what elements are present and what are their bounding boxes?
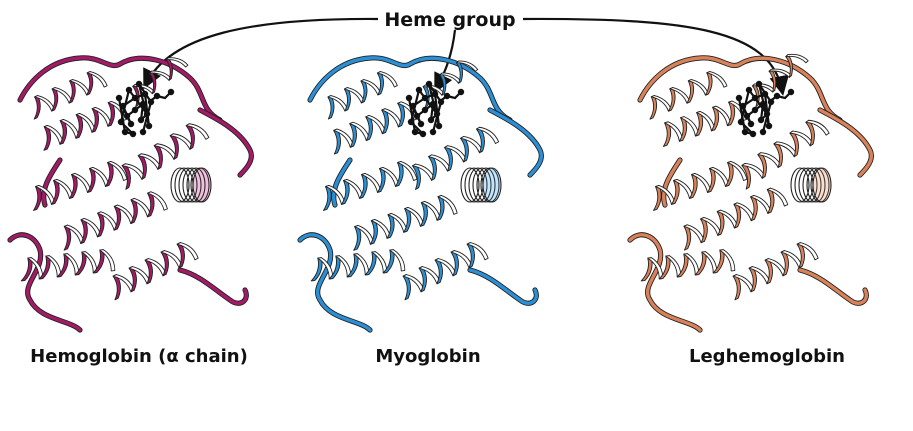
myoglobin-helix-f [310,249,406,282]
hemoglobin-helix-e [63,191,168,251]
heme-group-label: Heme group [384,9,515,31]
leghemoglobin-helix-endon [790,167,832,203]
leghemoglobin-helix-a [649,71,728,120]
hemoglobin-structure [7,55,254,333]
leghemoglobin-helix-d [653,160,748,211]
myoglobin-helix-endon [460,167,502,203]
leghemoglobin-helix-c [741,119,830,190]
myoglobin-loop-left [298,233,372,332]
myoglobin-helix-a [327,71,398,120]
hemoglobin-loop-left [8,233,82,332]
myoglobin-loop-top [308,56,512,122]
leghemoglobin-loop-r2 [818,108,873,177]
leghemoglobin-loop-mid [662,158,682,207]
myoglobin-structure [297,55,544,333]
leghemoglobin-loop-top [638,56,842,122]
leghemoglobin-loop-right [798,268,868,305]
hemoglobin-helix-f [20,249,116,282]
hemoglobin-helix-h [132,57,189,108]
leghemoglobin-label: Leghemoglobin [689,346,845,367]
leghemoglobin-helix-e [683,187,789,251]
hemoglobin-loop-r2 [198,108,253,177]
leghemoglobin-helix-b [662,100,748,147]
hemoglobin-helix-d [33,160,128,211]
hemoglobin-helix-b [43,100,128,151]
myoglobin-loop-mid [332,158,352,207]
myoglobin-loop-right [468,268,538,305]
hemoglobin-helix-endon [170,167,212,203]
leghemoglobin-helix-g [732,242,819,301]
hemoglobin-helix-g [112,242,199,301]
heme-callout: Heme group [143,9,789,96]
hemoglobin-loop-mid [42,158,62,207]
hemoglobin-helix-c [121,123,210,190]
myoglobin-helix-c [412,126,500,190]
heme-arrow-left [143,17,379,90]
myoglobin-label: Myoglobin [375,346,480,367]
hemoglobin-loop-right [178,268,248,305]
myoglobin-helix-g [402,242,489,301]
leghemoglobin-helix-h [751,53,809,108]
hemoglobin-label: Hemoglobin (α chain) [30,346,248,367]
myoglobin-helix-d [323,160,418,211]
leghemoglobin-structure [627,53,874,333]
myoglobin-heme [405,80,465,138]
myoglobin-helix-e [353,194,458,251]
leghemoglobin-helix-f [640,249,736,282]
hemoglobin-loop-top [18,56,222,122]
myoglobin-loop-r2 [488,108,543,177]
leghemoglobin-heme [735,80,795,138]
hemoglobin-helix-a [33,71,108,120]
hemoglobin-heme [115,80,175,138]
leghemoglobin-loop-left [628,233,702,332]
